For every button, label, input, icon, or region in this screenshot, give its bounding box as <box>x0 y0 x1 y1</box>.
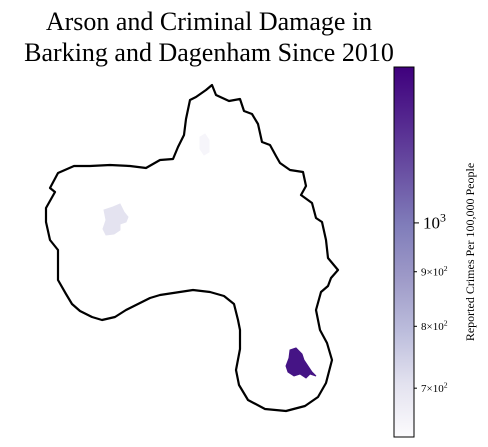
tick-label-exponent: 2 <box>444 319 448 328</box>
title-line-1: Arson and Criminal Damage in <box>45 7 373 36</box>
tick-label-exponent: 2 <box>444 380 448 389</box>
tick-label-base: 8×10 <box>421 321 444 333</box>
tick-label-base: 7×10 <box>421 383 444 395</box>
region-north <box>199 133 210 156</box>
tick-label-base: 10 <box>423 214 440 233</box>
colorbar-tick-label: 7×102 <box>421 380 448 394</box>
colorbar-tick-label: 9×102 <box>421 264 448 278</box>
borough-outline <box>44 83 340 413</box>
colorbar-gradient <box>393 66 415 438</box>
tick-label-exponent: 2 <box>444 264 448 273</box>
title-line-2: Barking and Dagenham Since 2010 <box>24 38 394 67</box>
chart-title: Arson and Criminal Damage in Barking and… <box>0 6 418 68</box>
tick-label-base: 9×10 <box>421 266 444 278</box>
colorbar-label: Reported Crimes Per 100,000 People <box>463 163 477 341</box>
colorbar-tick-label: 8×102 <box>421 319 448 333</box>
region-west <box>102 203 129 236</box>
colorbar-tick-label: 103 <box>423 211 446 233</box>
region-south-east <box>285 347 317 379</box>
tick-label-exponent: 3 <box>440 211 446 225</box>
borough-map <box>44 83 340 413</box>
